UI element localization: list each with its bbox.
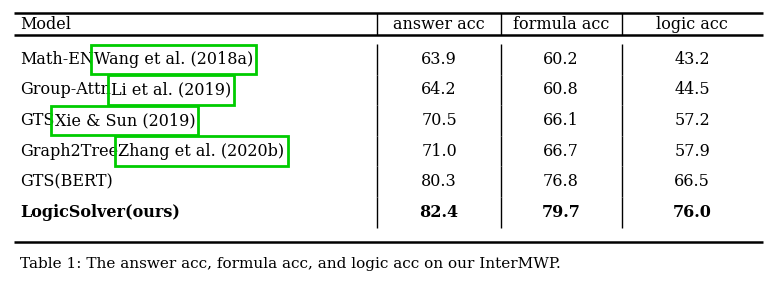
Text: LogicSolver(ours): LogicSolver(ours) [20,204,180,221]
Text: 60.8: 60.8 [543,82,579,98]
Text: GTS: GTS [20,112,54,129]
Text: 66.7: 66.7 [543,143,579,160]
Text: 44.5: 44.5 [674,82,710,98]
Text: 80.3: 80.3 [421,173,457,190]
Bar [51,106,198,135]
Text: Model: Model [20,16,71,33]
Text: Table 1: The answer acc, formula acc, and logic acc on our InterMWP.: Table 1: The answer acc, formula acc, an… [20,257,561,271]
Text: formula acc: formula acc [513,16,609,33]
Bar [91,45,256,74]
Text: 60.2: 60.2 [543,51,579,68]
Text: answer acc: answer acc [393,16,485,33]
Text: 57.9: 57.9 [674,143,710,160]
Text: Xie & Sun (2019): Xie & Sun (2019) [54,112,195,129]
Text: 71.0: 71.0 [421,143,457,160]
Text: 43.2: 43.2 [674,51,710,68]
Text: 76.0: 76.0 [673,204,712,221]
Text: Math-EN: Math-EN [20,51,94,68]
Text: Graph2Tree: Graph2Tree [20,143,118,160]
Text: Group-Attn: Group-Attn [20,82,111,98]
Text: Li et al. (2019): Li et al. (2019) [111,82,232,98]
Text: 64.2: 64.2 [421,82,457,98]
Text: 79.7: 79.7 [542,204,580,221]
Bar [115,136,287,166]
Text: 57.2: 57.2 [674,112,710,129]
Text: 66.1: 66.1 [543,112,579,129]
Text: 82.4: 82.4 [420,204,458,221]
Text: 63.9: 63.9 [421,51,457,68]
Text: GTS(BERT): GTS(BERT) [20,173,113,190]
Text: Wang et al. (2018a): Wang et al. (2018a) [94,51,253,68]
Text: 66.5: 66.5 [674,173,710,190]
Text: 76.8: 76.8 [543,173,579,190]
Bar [108,75,235,105]
Text: 70.5: 70.5 [421,112,457,129]
Text: logic acc: logic acc [657,16,728,33]
Text: Zhang et al. (2020b): Zhang et al. (2020b) [118,143,284,160]
